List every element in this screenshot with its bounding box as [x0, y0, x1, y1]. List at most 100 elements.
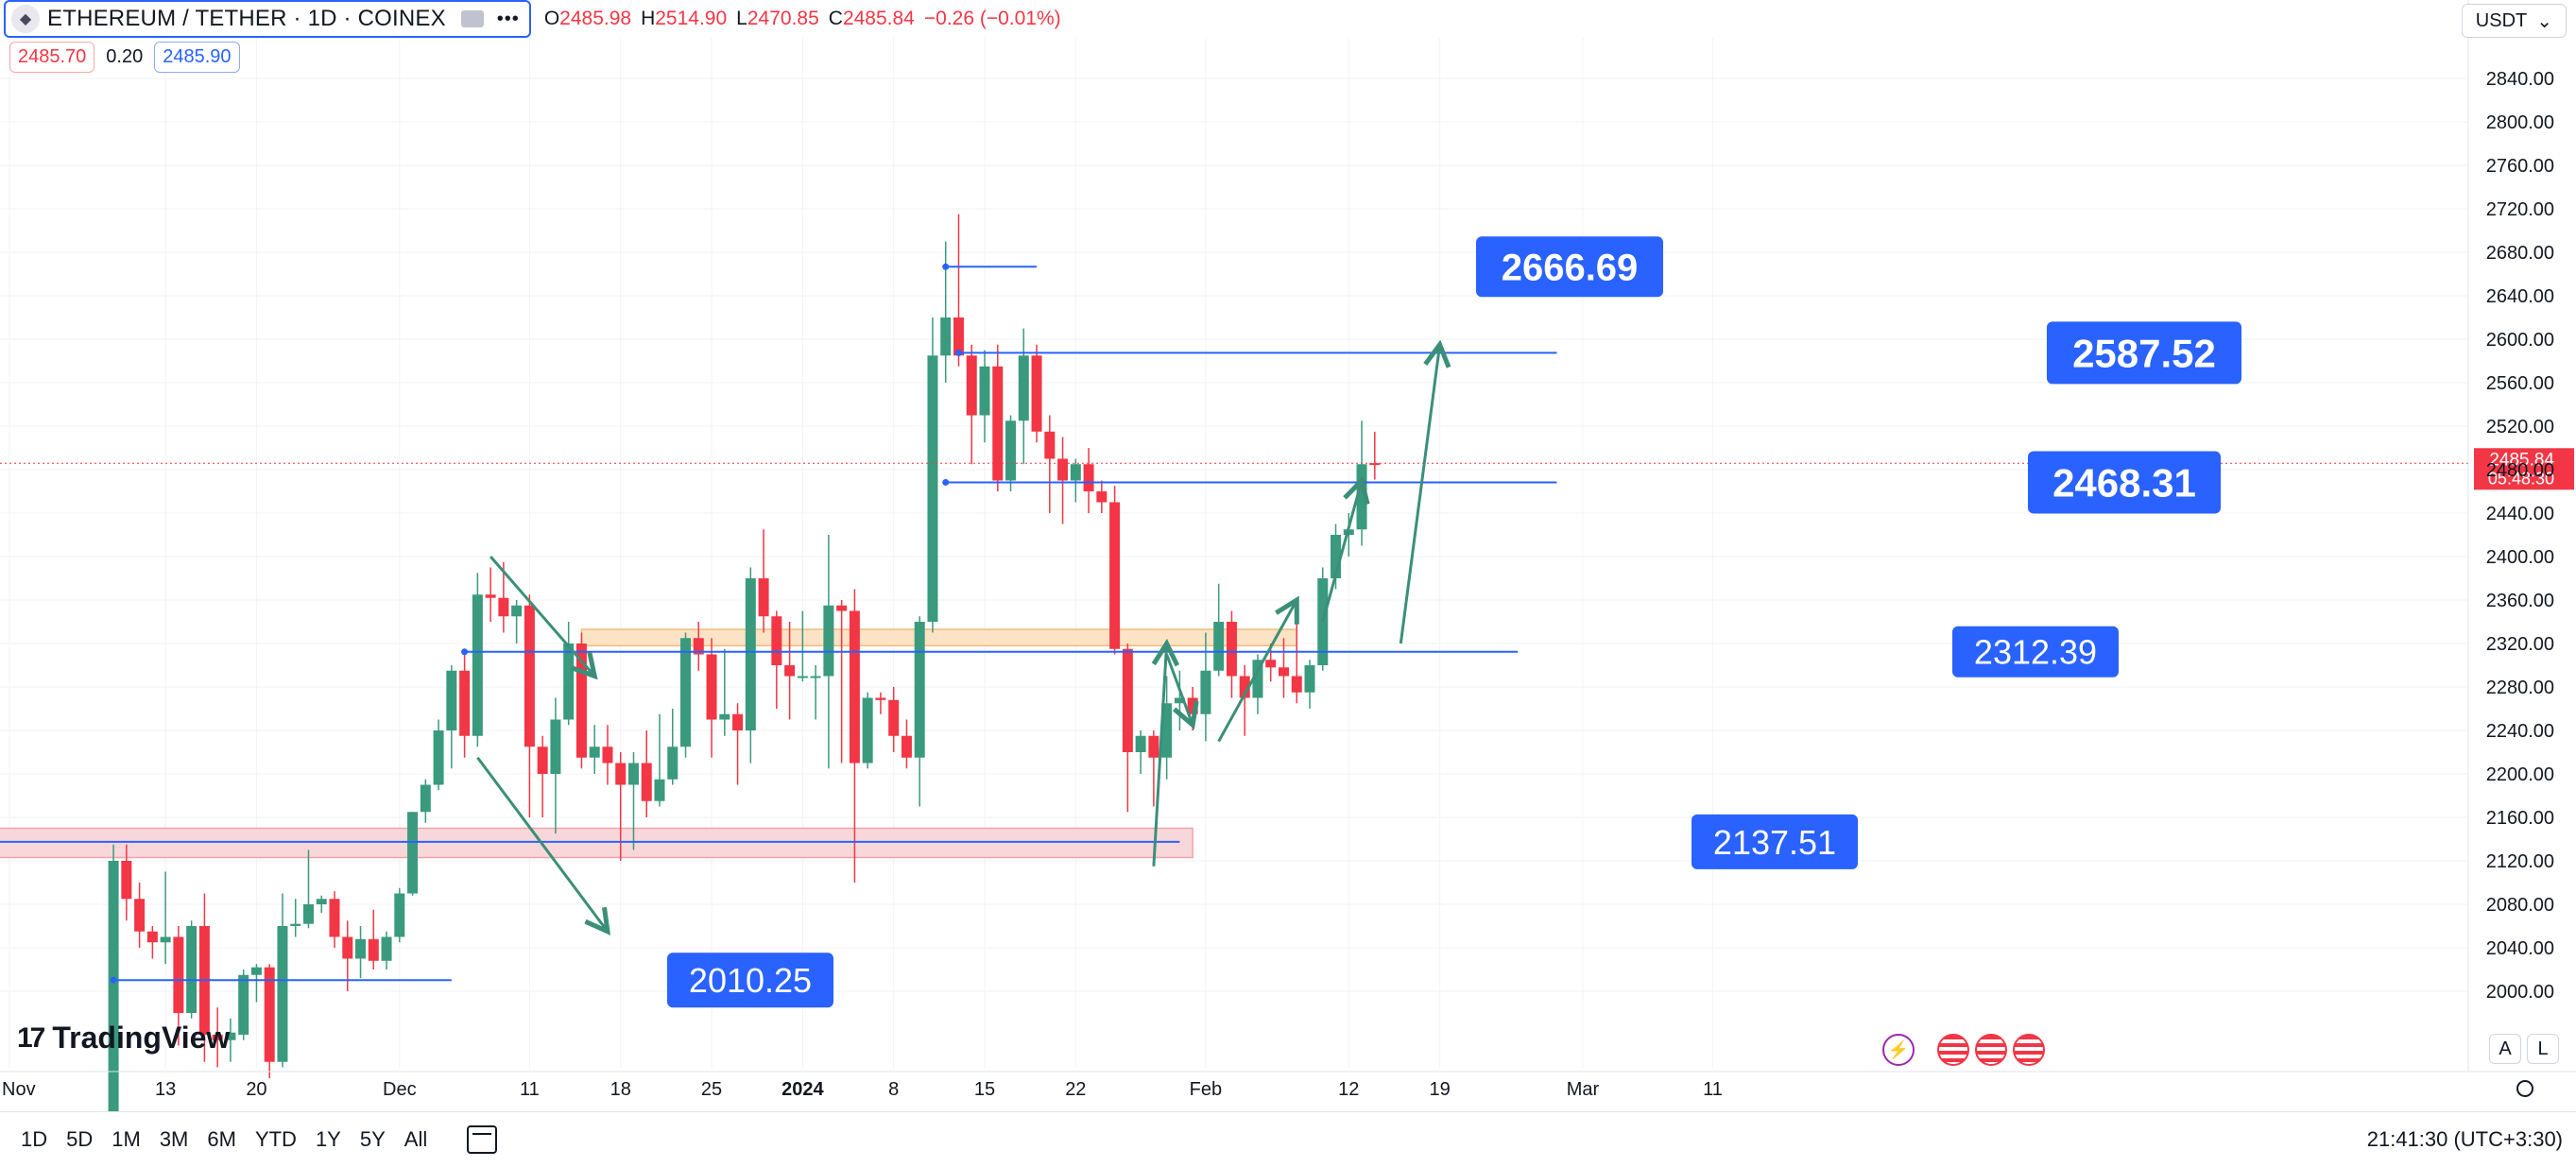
candle-body [1200, 670, 1211, 714]
candle-body [1304, 665, 1315, 693]
candle-body [1135, 735, 1146, 752]
symbol-box[interactable]: ◆ ETHEREUM / TETHER · 1D · COINEX ••• [4, 0, 531, 38]
candle-body [485, 594, 496, 598]
level-label-box [667, 952, 833, 1008]
candles [108, 214, 1381, 1111]
y-tick-label: 2480.00 [2486, 460, 2554, 481]
candle-body [758, 578, 769, 617]
candle-body [849, 610, 860, 764]
range-ytd[interactable]: YTD [254, 1127, 297, 1151]
level-label-box [2028, 451, 2221, 514]
trend-arrow [1321, 481, 1362, 623]
candle-body [589, 747, 600, 758]
candle-body [511, 605, 523, 617]
lightning-icon[interactable]: ⚡ [1882, 1034, 1915, 1066]
currency-select[interactable]: USDT ⌄ [2461, 4, 2567, 38]
candle-body [771, 616, 782, 665]
candle-body [810, 676, 821, 678]
range-3m[interactable]: 3M [159, 1127, 189, 1151]
level-label: 2587.52 [2072, 331, 2216, 375]
y-tick-label: 2280.00 [2486, 678, 2554, 698]
candle-body [1083, 464, 1094, 491]
y-tick-label: 2840.00 [2486, 69, 2554, 90]
range-all[interactable]: All [404, 1127, 428, 1151]
level-label-box [1476, 236, 1663, 298]
calendar-icon[interactable] [467, 1125, 498, 1154]
range-1y[interactable]: 1Y [315, 1127, 341, 1151]
candle-body [420, 784, 431, 813]
clock-time[interactable]: 21:41:30 (UTC+3:30) [2366, 1127, 2563, 1151]
candle-body [1369, 463, 1381, 466]
tradingview-mark-icon: 17 [17, 1021, 45, 1054]
y-tick-label: 2680.00 [2486, 243, 2554, 264]
candle-body [108, 861, 119, 1111]
x-tick-label: 20 [246, 1079, 266, 1100]
log-scale-button[interactable]: L [2527, 1034, 2559, 1064]
sell-price-button[interactable]: 2485.70 [9, 42, 95, 73]
candle-body [329, 899, 340, 937]
candle-body [212, 1035, 223, 1040]
candle-body [381, 936, 392, 961]
candle-body [472, 594, 483, 736]
candle-body [1148, 735, 1159, 758]
candle-body [602, 747, 613, 764]
range-1m[interactable]: 1M [112, 1127, 141, 1151]
candle-body [927, 355, 938, 622]
candle-body [575, 644, 587, 758]
ohlc-values: O2485.98 H2514.90 L2470.85 C2485.84 −0.2… [543, 8, 1061, 29]
candle-body [875, 697, 886, 700]
trend-arrow [1154, 644, 1167, 867]
trend-arrows [476, 345, 1439, 932]
level-label-box [2047, 321, 2241, 385]
candle-body [186, 926, 197, 1013]
eye-icon[interactable] [460, 10, 484, 27]
trend-arrow [476, 756, 608, 932]
candle-body [1213, 622, 1225, 671]
x-tick-label: 18 [610, 1079, 631, 1100]
candle-body [121, 861, 132, 900]
candle-body [1057, 458, 1069, 481]
us-flag-icon[interactable] [1975, 1034, 2007, 1066]
change-value: −0.26 (−0.01%) [923, 8, 1061, 29]
level-anchor [461, 648, 469, 656]
x-tick-label: 15 [974, 1079, 995, 1100]
auto-scale-button[interactable]: A [2489, 1034, 2521, 1064]
x-tick-label: 11 [520, 1079, 540, 1100]
candle-body [797, 676, 808, 678]
candle-body [368, 938, 379, 961]
us-flag-icon[interactable] [1937, 1034, 1969, 1066]
y-tick-label: 2040.00 [2486, 938, 2554, 959]
candle-body [459, 670, 471, 736]
candle-body [250, 967, 262, 975]
price-chart[interactable]: 2485.8405:48:302666.692587.522468.312312… [0, 0, 2576, 1111]
tradingview-name: TradingView [52, 1021, 231, 1055]
level-label-box [1952, 626, 2119, 678]
candle-body [836, 605, 848, 611]
candle-body [1096, 491, 1108, 503]
y-tick-label: 2000.00 [2486, 982, 2554, 1003]
range-5y[interactable]: 5Y [359, 1127, 386, 1151]
level-label: 2468.31 [2052, 461, 2196, 506]
settings-icon [2516, 1080, 2533, 1097]
range-1d[interactable]: 1D [21, 1127, 48, 1151]
candle-body [706, 654, 717, 720]
buy-price-button[interactable]: 2485.90 [154, 42, 240, 73]
x-tick-label: Nov [2, 1079, 36, 1100]
candle-body [524, 605, 535, 747]
us-flag-icon[interactable] [2013, 1034, 2045, 1066]
candle-body [355, 938, 367, 959]
range-6m[interactable]: 6M [207, 1127, 236, 1151]
candle-body [823, 605, 834, 677]
candle-body [953, 317, 964, 356]
trend-arrow [1165, 653, 1194, 726]
high-value: 2514.90 [655, 8, 728, 29]
more-icon[interactable]: ••• [496, 8, 520, 29]
range-5d[interactable]: 5D [66, 1127, 94, 1151]
level-anchor [942, 263, 950, 270]
bid-ask: 2485.70 0.20 2485.90 [9, 42, 240, 73]
y-tick-label: 2120.00 [2486, 851, 2554, 872]
candle-body [888, 699, 900, 736]
low-value: 2470.85 [747, 8, 819, 29]
x-tick-label: Mar [1567, 1079, 1600, 1100]
